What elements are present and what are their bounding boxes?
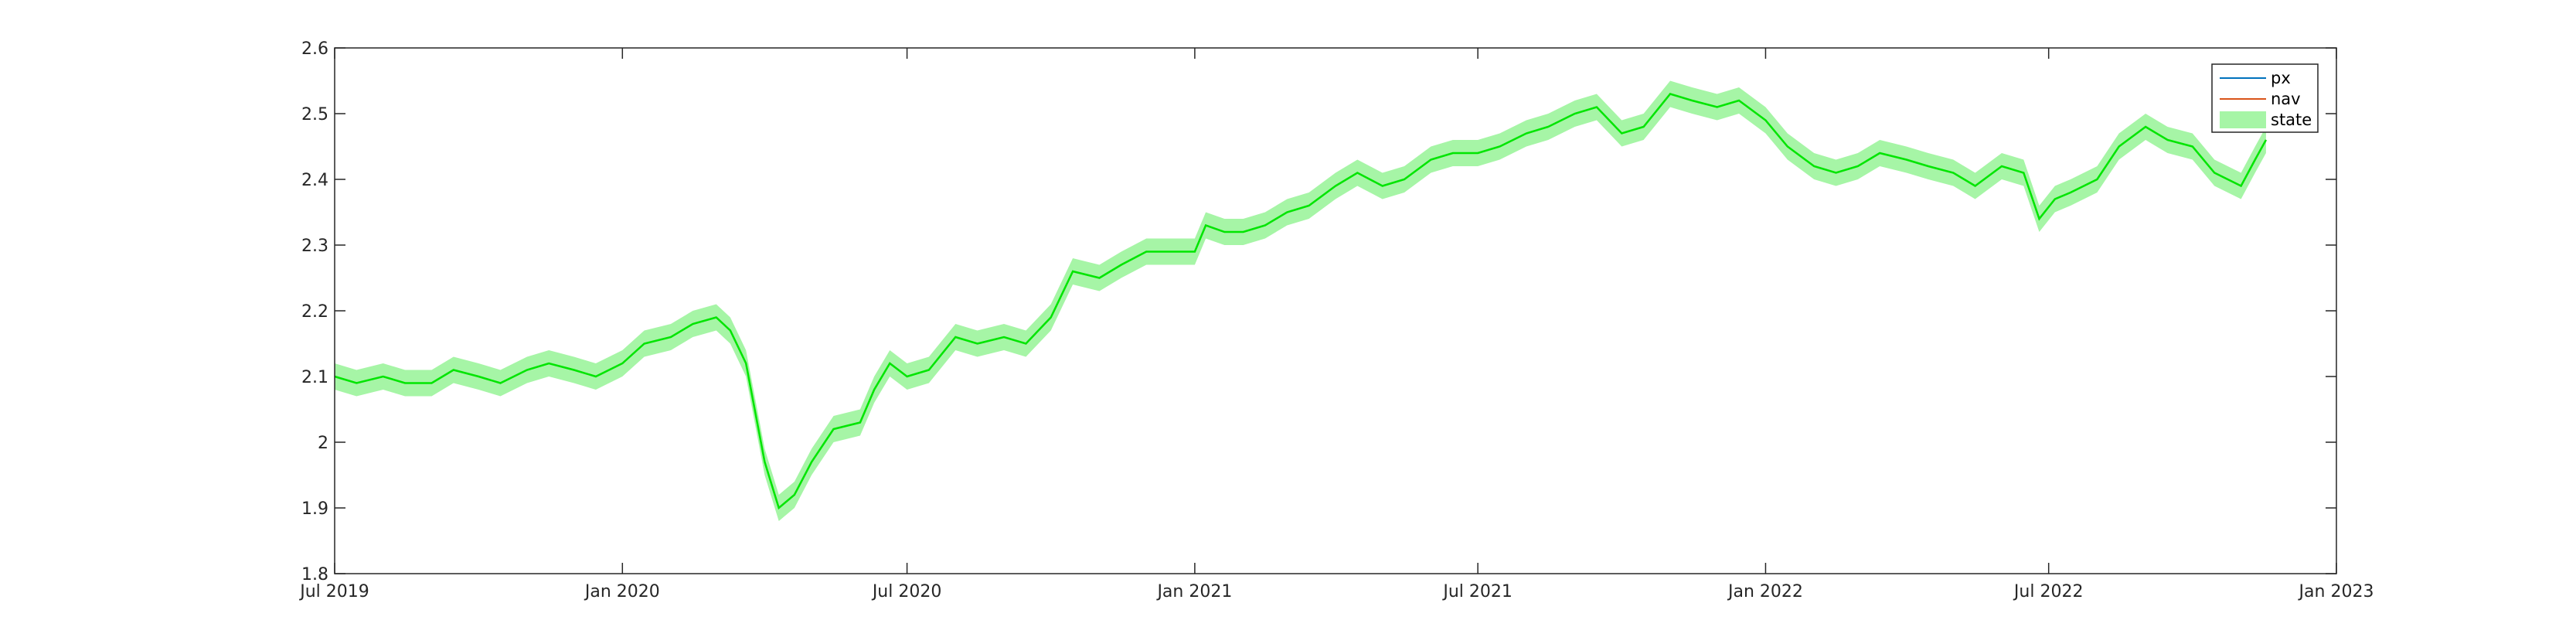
series-px-line [334,93,2267,509]
x-tick-label: Jul 2021 [1441,582,1513,601]
y-tick-label: 2 [318,434,328,453]
plot-frame [334,47,2337,574]
x-tick-label: Jul 2022 [2013,582,2084,601]
x-tick-label: Jan 2022 [1727,582,1803,601]
y-tick-label: 2.5 [301,105,328,124]
y-tick-label: 2.2 [301,302,328,322]
x-tick-label: Jan 2020 [584,582,660,601]
legend-swatch-state [2220,111,2266,128]
band-layer [335,80,2266,521]
y-tick-label: 2.1 [301,368,328,387]
series-nav-line [334,93,2267,509]
y-tick-label: 2.4 [301,171,328,190]
y-tick-label: 1.9 [301,499,328,519]
legend-label-state: state [2271,111,2312,129]
ticks-layer: Jul 2019 Jan 2020 Jul 2020 Jan 2021 Jul 2021… [298,39,2374,601]
legend-label-px: px [2271,69,2291,87]
y-tick-label: 2.3 [301,237,328,256]
series-state-line [334,93,2267,510]
legend: px nav state [2211,63,2319,133]
series-layer [334,93,2267,510]
x-tick-label: Jul 2020 [871,582,942,601]
y-tick-label: 1.8 [301,565,328,584]
x-tick-label: Jan 2023 [2298,582,2374,601]
x-tick-label: Jul 2019 [298,582,369,601]
legend-label-nav: nav [2271,90,2301,108]
series-state-band [335,80,2266,521]
y-tick-label: 2.6 [301,39,328,59]
x-tick-label: Jan 2021 [1155,582,1232,601]
